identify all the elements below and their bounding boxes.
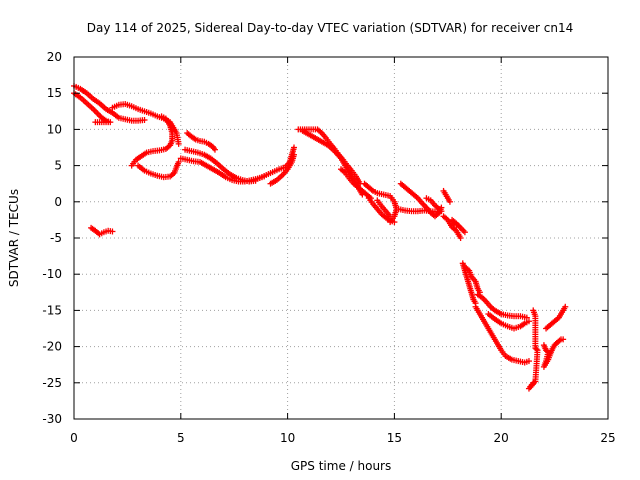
x-tick-label: 5	[177, 431, 185, 445]
data-point	[455, 222, 462, 229]
data-point	[175, 140, 182, 147]
series-arc-32	[543, 303, 569, 332]
y-tick-label: 10	[47, 122, 62, 136]
data-point	[436, 206, 443, 213]
y-axis-label: SDTVAR / TECUs	[7, 189, 21, 287]
series-arc-14	[338, 166, 374, 202]
series-arc-15	[361, 180, 400, 226]
chart-title: Day 114 of 2025, Sidereal Day-to-day VTE…	[87, 21, 574, 35]
x-tick-label: 15	[387, 431, 402, 445]
y-tick-label: -15	[42, 303, 62, 317]
grid-layer	[74, 57, 608, 419]
series-arc-28	[485, 311, 532, 332]
data-point	[525, 358, 532, 365]
x-axis-label: GPS time / hours	[291, 459, 392, 473]
data-point	[446, 198, 453, 205]
x-tick-label: 10	[280, 431, 295, 445]
series-arc-27	[472, 303, 532, 366]
data-point	[175, 158, 182, 165]
series-arc-21	[440, 187, 453, 205]
data-point	[533, 346, 540, 353]
data-point	[387, 213, 394, 220]
series-arc-4	[128, 113, 176, 169]
series-arc-10	[250, 144, 298, 184]
series-arc-6	[88, 224, 116, 238]
y-tick-label: -5	[50, 231, 62, 245]
y-tick-label: 5	[54, 159, 62, 173]
series-arc-26	[474, 291, 530, 321]
data-point	[141, 116, 148, 123]
series-arc-9	[184, 130, 218, 153]
x-tick-label: 0	[70, 431, 78, 445]
y-tick-label: -10	[42, 267, 62, 281]
y-tick-label: 15	[47, 86, 62, 100]
data-point	[291, 151, 298, 158]
x-tick-label: 20	[494, 431, 509, 445]
series-arc-29	[449, 220, 462, 229]
data-point	[525, 318, 532, 325]
data-point	[92, 119, 99, 126]
axis-layer: 20 15 10 5 0 -5 -10 -15 -20 -25 -30 0 5 10 15 20 25	[42, 50, 615, 445]
data-point	[158, 113, 165, 120]
data-point	[457, 235, 464, 241]
y-tick-label: 0	[54, 195, 62, 209]
series-arc-8	[182, 146, 259, 185]
data-point	[211, 146, 218, 153]
y-tick-label: 20	[47, 50, 62, 64]
y-tick-label: -20	[42, 340, 62, 354]
data-point	[562, 303, 569, 310]
y-tick-label: -25	[42, 376, 62, 390]
series-arc-2	[71, 82, 148, 124]
series-arc-30	[525, 307, 541, 392]
y-tick-label: -30	[42, 412, 62, 426]
data-point	[560, 336, 567, 343]
data-point	[530, 379, 537, 386]
series-arc-5	[135, 158, 182, 181]
data-point	[291, 144, 298, 151]
series-arc-16	[365, 195, 398, 226]
series-arc-20	[423, 195, 443, 213]
series-arc-11	[267, 151, 298, 187]
series-arc-25	[461, 263, 483, 296]
points-layer	[71, 82, 569, 392]
series-arc-17	[374, 197, 394, 220]
data-point	[461, 229, 468, 236]
x-tick-label: 25	[600, 431, 615, 445]
data-point	[109, 228, 116, 235]
series-arc-31	[540, 336, 567, 370]
series-arc-22	[440, 213, 464, 241]
data-point	[391, 219, 398, 226]
